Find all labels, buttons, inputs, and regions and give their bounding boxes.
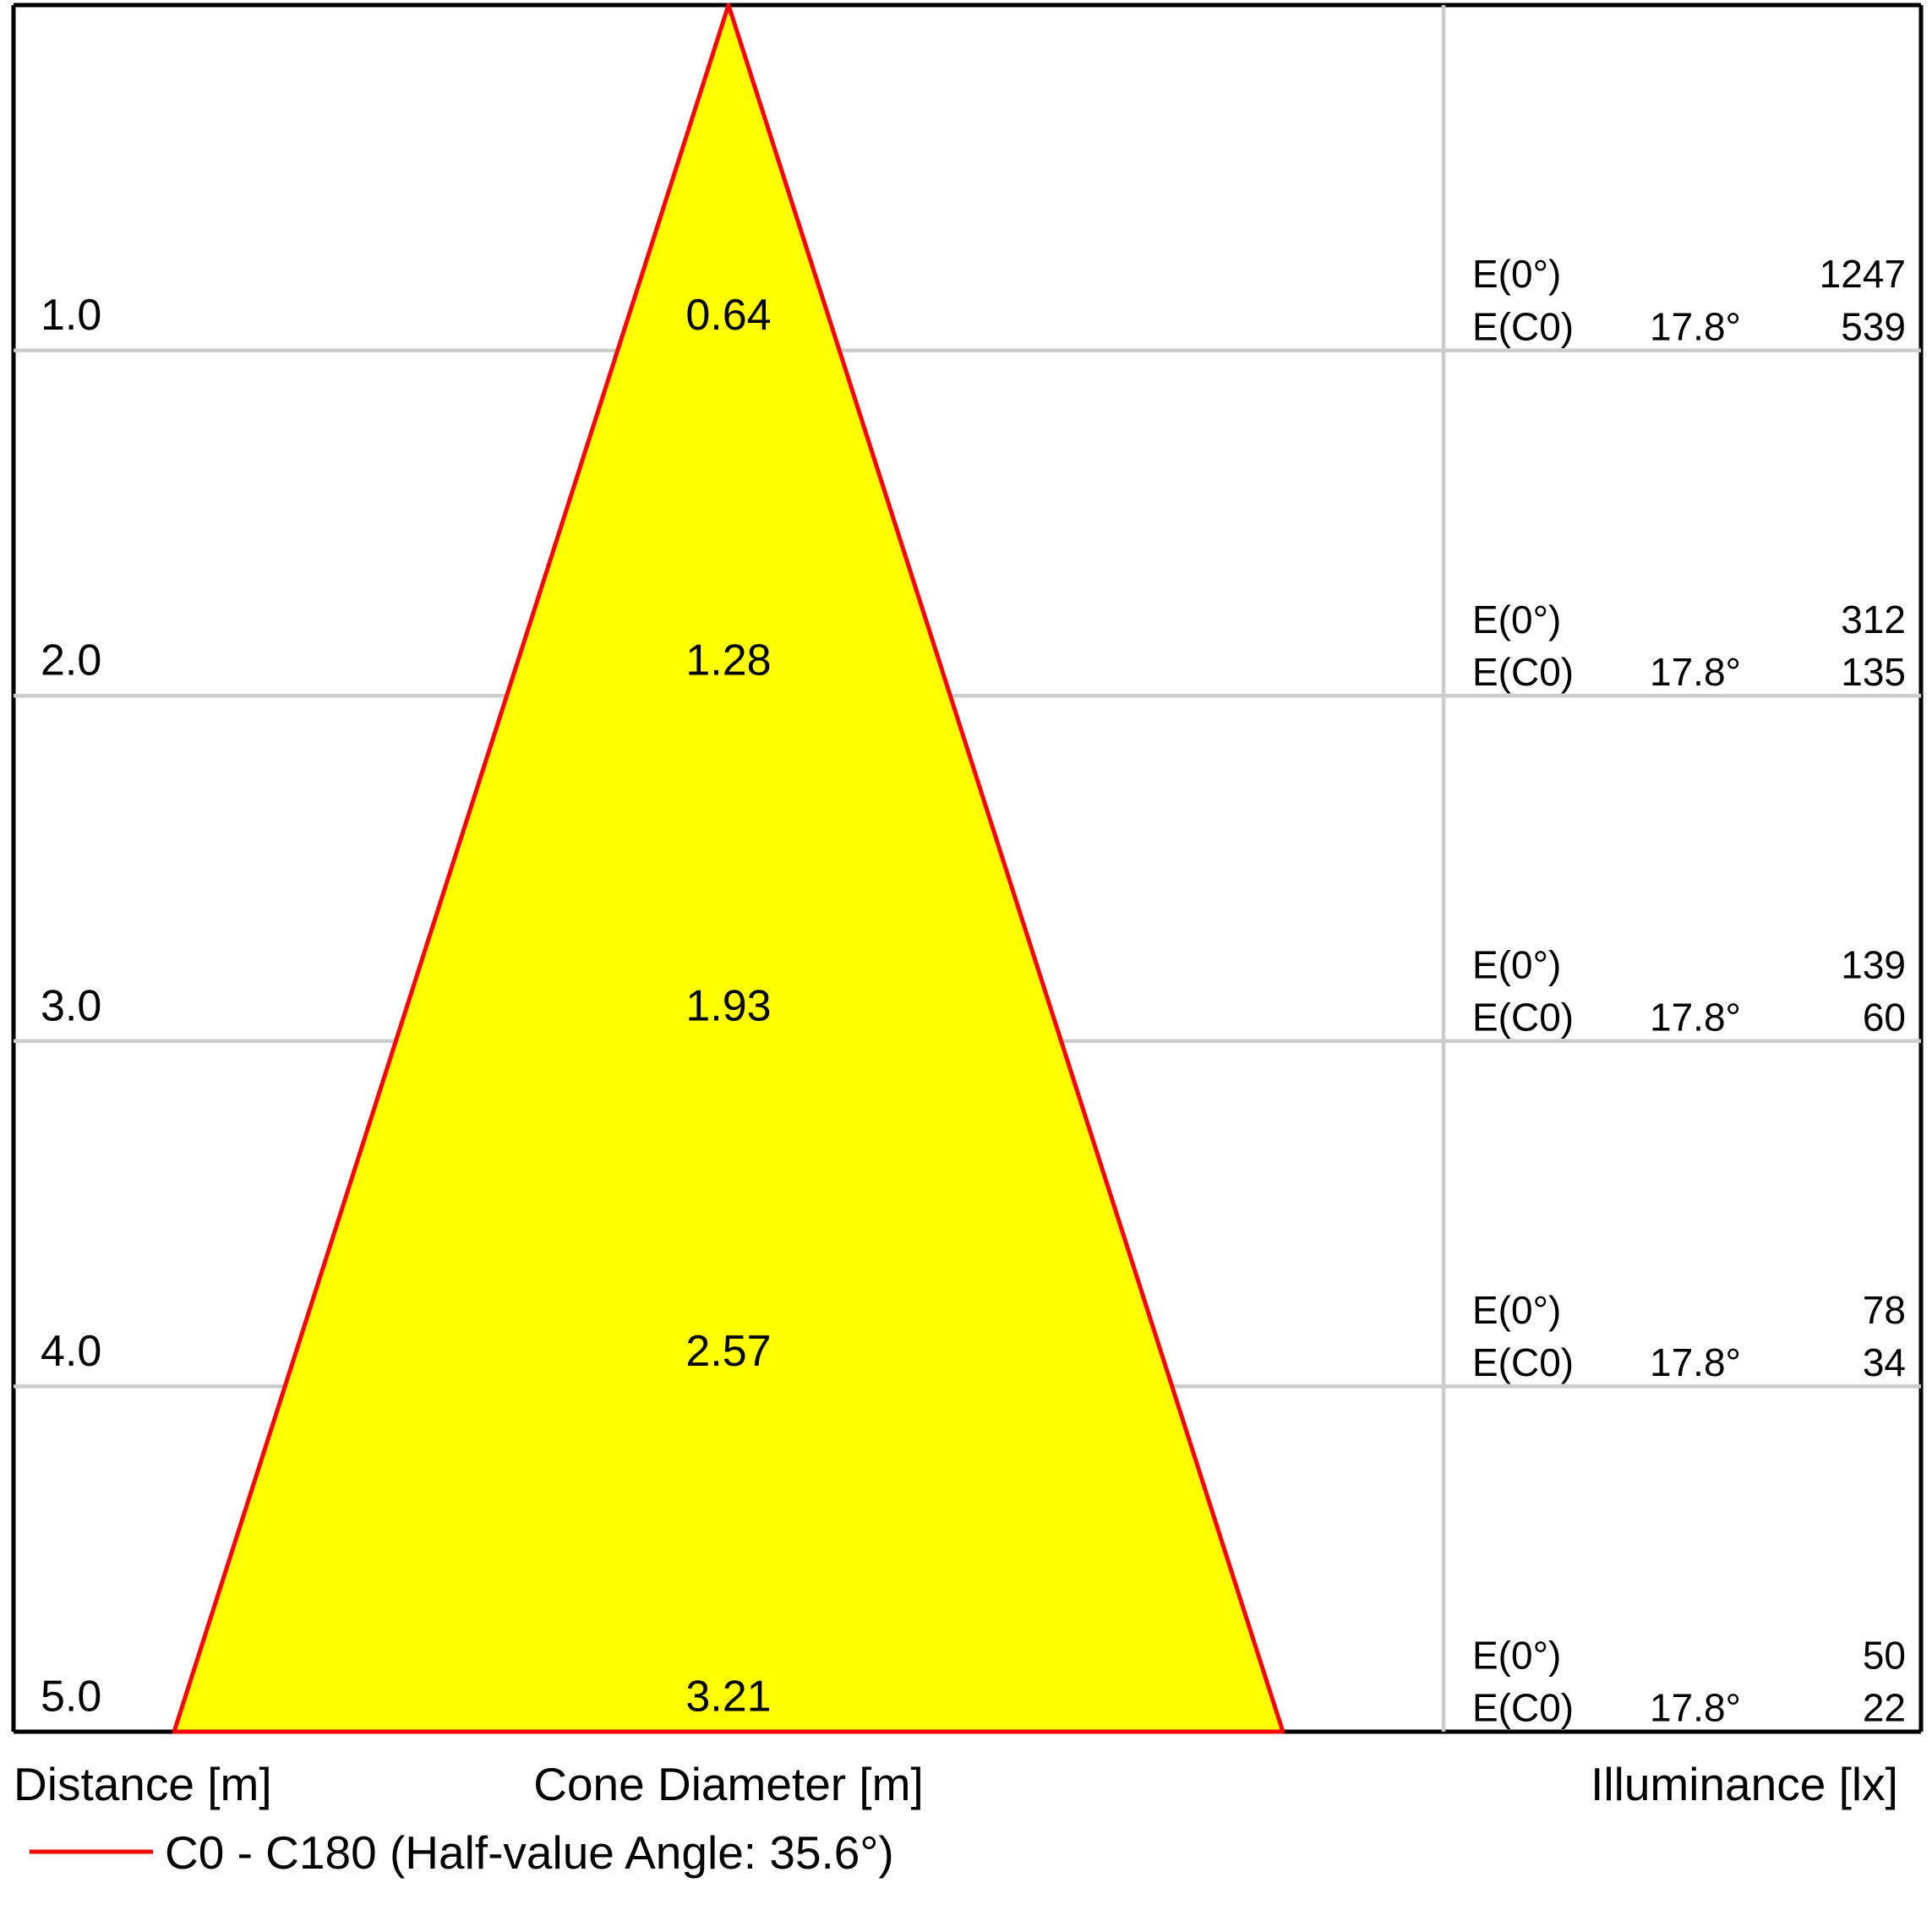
svg-text:E(0°): E(0°)	[1472, 942, 1561, 986]
svg-text:2.0: 2.0	[41, 636, 101, 685]
svg-text:135: 135	[1841, 650, 1906, 694]
svg-text:C0 - C180 (Half-value Angle: 3: C0 - C180 (Half-value Angle: 35.6°)	[165, 1826, 894, 1879]
svg-text:1.28: 1.28	[685, 636, 771, 685]
svg-text:E(0°): E(0°)	[1472, 252, 1561, 296]
svg-text:60: 60	[1863, 996, 1906, 1040]
svg-text:3.0: 3.0	[41, 981, 101, 1030]
svg-text:E(C0): E(C0)	[1472, 304, 1574, 348]
svg-text:78: 78	[1863, 1288, 1906, 1332]
svg-text:1.93: 1.93	[685, 981, 771, 1030]
svg-text:17.8°: 17.8°	[1650, 1340, 1741, 1384]
svg-text:22: 22	[1863, 1686, 1906, 1730]
svg-text:50: 50	[1863, 1634, 1906, 1678]
svg-text:E(C0): E(C0)	[1472, 650, 1574, 694]
svg-text:E(C0): E(C0)	[1472, 1686, 1574, 1730]
svg-text:312: 312	[1841, 598, 1906, 641]
svg-text:539: 539	[1841, 304, 1906, 348]
svg-text:17.8°: 17.8°	[1650, 650, 1741, 694]
svg-text:E(0°): E(0°)	[1472, 1634, 1561, 1678]
svg-text:Cone Diameter [m]: Cone Diameter [m]	[533, 1758, 924, 1810]
svg-text:1.0: 1.0	[41, 291, 101, 340]
svg-text:E(0°): E(0°)	[1472, 1288, 1561, 1332]
svg-text:E(C0): E(C0)	[1472, 996, 1574, 1040]
svg-text:4.0: 4.0	[41, 1327, 101, 1376]
svg-text:3.21: 3.21	[685, 1673, 771, 1722]
svg-text:17.8°: 17.8°	[1650, 304, 1741, 348]
svg-text:0.64: 0.64	[685, 291, 771, 340]
svg-text:5.0: 5.0	[41, 1673, 101, 1722]
svg-text:34: 34	[1863, 1340, 1906, 1384]
svg-text:Distance [m]: Distance [m]	[14, 1758, 272, 1810]
svg-text:139: 139	[1841, 942, 1906, 986]
svg-text:2.57: 2.57	[685, 1327, 771, 1376]
svg-text:E(0°): E(0°)	[1472, 598, 1561, 641]
svg-text:17.8°: 17.8°	[1650, 996, 1741, 1040]
svg-text:1247: 1247	[1820, 252, 1906, 296]
svg-text:Illuminance [lx]: Illuminance [lx]	[1591, 1758, 1898, 1810]
svg-text:17.8°: 17.8°	[1650, 1686, 1741, 1730]
svg-text:E(C0): E(C0)	[1472, 1340, 1574, 1384]
